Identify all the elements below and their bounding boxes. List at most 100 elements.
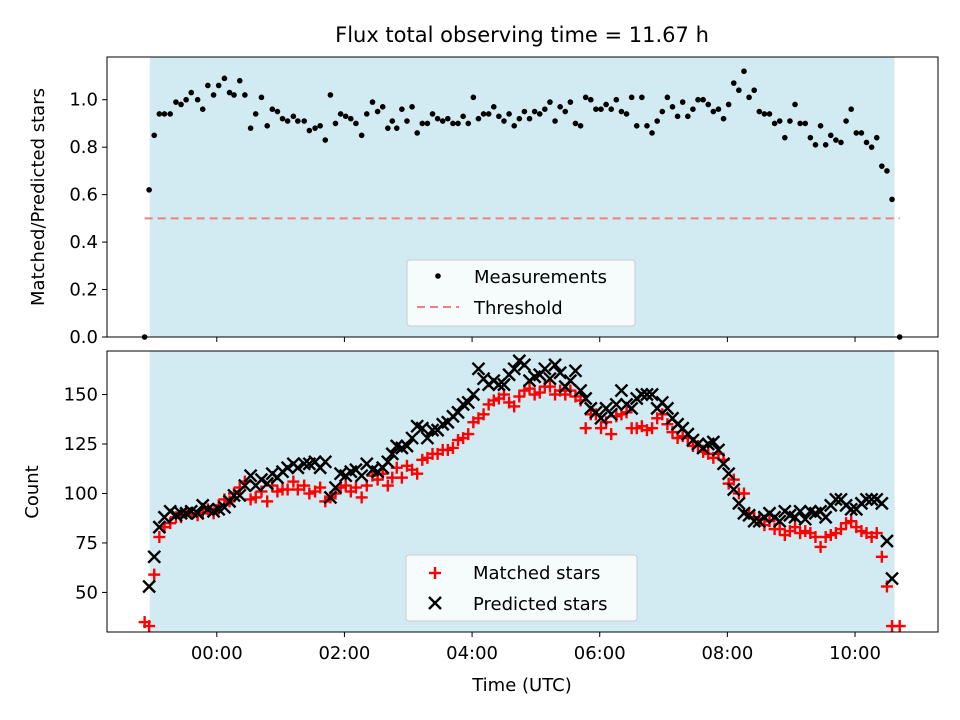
predicted-star-point: [451, 405, 465, 420]
predicted-star-point: [578, 391, 593, 406]
measurement-point: [766, 111, 773, 117]
measurement-point: [295, 118, 301, 124]
top-y-ticks: 0.0 0.2 0.4 0.6 0.8 1.0: [69, 90, 107, 348]
measurement-point: [414, 130, 420, 136]
measurement-point: [761, 111, 768, 117]
predicted-star-point: [318, 454, 333, 469]
measurement-point: [858, 130, 865, 136]
measurement-point: [215, 82, 222, 89]
bottom-axes-frame: [106, 350, 939, 633]
measurement-point: [348, 115, 354, 122]
matched-star-point: [298, 479, 311, 492]
measurement-points: [141, 68, 903, 340]
bottom-xtick-label: 00:00: [191, 643, 243, 664]
predicted-star-point: [660, 401, 675, 416]
matched-star-point: [314, 481, 327, 494]
bottom-xtick-label: 08:00: [701, 643, 753, 664]
measurement-point: [188, 89, 195, 96]
matched-star-point: [809, 531, 822, 544]
measurement-point: [167, 111, 173, 117]
measurement-point: [741, 68, 747, 75]
measurement-point: [577, 123, 584, 129]
predicted-star-point: [461, 395, 476, 410]
measurement-point: [399, 106, 405, 113]
measurement-point: [199, 106, 206, 113]
measurement-point: [252, 111, 259, 117]
predicted-star-point: [829, 492, 843, 507]
count-points: [138, 354, 906, 633]
measurement-point: [715, 106, 722, 113]
measurement-point: [374, 108, 381, 115]
measurement-point: [274, 108, 281, 115]
predicted-star-point: [142, 579, 156, 594]
legend-matched-marker: [429, 567, 441, 579]
measurement-point: [782, 134, 788, 141]
measurement-point: [151, 132, 158, 139]
matched-star-point: [291, 483, 304, 496]
measurement-point: [322, 137, 329, 143]
predicted-star-point: [793, 504, 807, 519]
measurement-point: [332, 120, 339, 127]
predicted-star-point: [874, 496, 889, 511]
measurement-point: [863, 139, 870, 146]
measurement-point: [506, 111, 512, 117]
matched-star-point: [395, 471, 408, 484]
matched-star-point: [462, 428, 475, 441]
legend-measurements-marker: [435, 273, 441, 279]
predicted-star-point: [604, 407, 619, 422]
measurement-point: [290, 113, 297, 120]
measurement-point: [389, 118, 396, 124]
measurement-point: [327, 92, 334, 98]
measurement-point: [598, 106, 604, 113]
predicted-star-point: [466, 387, 481, 402]
measurement-point: [450, 120, 456, 127]
top-axes-frame: [106, 56, 939, 338]
measurement-point: [460, 113, 466, 120]
matched-star-point: [281, 483, 294, 496]
measurement-point: [562, 108, 569, 115]
measurement-point: [817, 123, 824, 129]
predicted-star-point: [380, 454, 395, 469]
measurement-point: [353, 120, 359, 127]
matched-star-point: [893, 620, 906, 633]
measurement-point: [455, 120, 461, 127]
measurement-point: [284, 118, 291, 124]
bottom-ytick-label: 150: [64, 385, 98, 406]
measurement-point: [833, 137, 839, 143]
bottom-ytick-label: 125: [64, 434, 98, 455]
measurement-point: [889, 196, 895, 203]
measurement-point: [264, 123, 271, 129]
measurement-point: [210, 92, 217, 98]
matched-star-point: [143, 620, 156, 633]
measurement-point: [358, 132, 365, 139]
predicted-star-point: [716, 456, 731, 471]
measurement-point: [700, 96, 706, 103]
measurement-point: [746, 94, 752, 101]
measurement-point: [521, 108, 528, 115]
top-ytick-label: 0.6: [69, 185, 98, 206]
predicted-star-point: [635, 387, 649, 402]
bottom-legend: Matched stars Predicted stars: [405, 554, 638, 622]
measurement-point: [868, 144, 875, 150]
predicted-star-point: [640, 387, 654, 402]
top-panel: 0.0 0.2 0.4 0.6 0.8 1.0 Matched/Predicted sta…: [28, 56, 939, 348]
measurement-point: [587, 96, 594, 103]
measurement-point: [226, 89, 233, 96]
predicted-star-point: [254, 472, 269, 487]
predicted-star-point: [507, 361, 522, 376]
legend-predicted-label: Predicted stars: [473, 594, 607, 615]
measurement-point: [242, 92, 248, 98]
predicted-star-point: [260, 476, 275, 491]
measurement-point: [424, 120, 431, 127]
predicted-star-point: [864, 492, 879, 507]
predicted-star-point: [243, 468, 258, 483]
measurement-point: [557, 104, 563, 110]
matched-star-point: [261, 495, 274, 508]
predicted-star-point: [280, 460, 295, 475]
measurement-point: [501, 118, 507, 124]
measurement-point: [221, 75, 228, 82]
bottom-ytick-label: 50: [75, 582, 98, 603]
measurement-point: [873, 134, 880, 141]
measurement-point: [654, 118, 660, 124]
predicted-star-point: [328, 480, 343, 495]
